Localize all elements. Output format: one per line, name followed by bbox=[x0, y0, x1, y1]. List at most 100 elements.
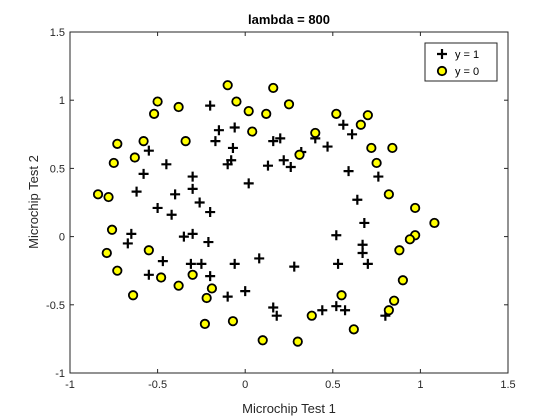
data-point-y0 bbox=[199, 318, 211, 329]
data-point-y1 bbox=[340, 305, 351, 316]
x-tick-label: 1.5 bbox=[500, 379, 515, 391]
data-point-y1 bbox=[357, 247, 368, 258]
data-point-y1 bbox=[333, 258, 344, 269]
data-point-y1 bbox=[166, 209, 177, 220]
data-point-y1 bbox=[362, 258, 373, 269]
data-point-y0 bbox=[112, 138, 123, 149]
data-point-y1 bbox=[226, 155, 237, 166]
data-point-y0 bbox=[187, 269, 198, 280]
data-point-y0 bbox=[201, 292, 212, 304]
y-tick-label: -0.5 bbox=[46, 300, 65, 312]
data-point-y0 bbox=[389, 295, 400, 306]
data-point-y1 bbox=[289, 261, 300, 272]
x-axis: -1 -0.5 0 0.5 1 1.5 bbox=[65, 32, 516, 391]
data-point-y1 bbox=[178, 231, 189, 242]
x-axis-label: Microchip Test 1 bbox=[242, 401, 336, 416]
data-point-y0 bbox=[261, 108, 272, 119]
data-point-y1 bbox=[187, 228, 198, 239]
data-point-y0 bbox=[306, 310, 317, 321]
data-point-y0 bbox=[173, 280, 184, 291]
data-point-y0 bbox=[404, 234, 415, 245]
y-tick-label: -1 bbox=[55, 368, 65, 380]
data-point-y1 bbox=[331, 230, 342, 241]
data-point-y1 bbox=[143, 269, 154, 280]
data-point-y0 bbox=[129, 152, 140, 163]
x-tick-label: 1 bbox=[417, 379, 423, 391]
data-point-y1 bbox=[359, 217, 370, 228]
data-point-y0 bbox=[268, 82, 279, 94]
data-point-y0 bbox=[152, 96, 163, 107]
data-point-y1 bbox=[373, 171, 384, 182]
data-point-y1 bbox=[210, 136, 221, 147]
x-tick-label: -1 bbox=[65, 379, 75, 391]
data-point-y1 bbox=[194, 197, 205, 208]
data-point-y0 bbox=[387, 142, 398, 154]
data-point-y0 bbox=[383, 305, 394, 316]
plot-area bbox=[69, 31, 509, 374]
data-point-y0 bbox=[92, 189, 104, 200]
data-point-y0 bbox=[348, 324, 359, 335]
data-point-y1 bbox=[131, 186, 142, 197]
data-point-y0 bbox=[148, 108, 160, 119]
data-point-y0 bbox=[429, 217, 440, 229]
legend-box bbox=[424, 42, 498, 82]
data-point-y1 bbox=[126, 228, 137, 239]
data-point-y0 bbox=[257, 335, 268, 346]
data-point-y1 bbox=[138, 168, 149, 179]
data-point-y1 bbox=[122, 238, 133, 249]
data-point-y0 bbox=[103, 191, 114, 203]
data-point-y1 bbox=[170, 189, 181, 200]
data-point-y0 bbox=[101, 247, 112, 259]
data-point-y0 bbox=[243, 106, 254, 117]
data-point-y1 bbox=[196, 258, 207, 269]
x-tick-label: 0.5 bbox=[325, 379, 340, 391]
data-point-y0 bbox=[362, 110, 373, 121]
chart-title: lambda = 800 bbox=[248, 12, 330, 27]
data-point-y0 bbox=[294, 149, 305, 160]
data-point-y0 bbox=[112, 265, 123, 276]
data-point-y0 bbox=[156, 272, 167, 283]
data-point-y0 bbox=[283, 99, 295, 110]
data-point-y1 bbox=[322, 141, 333, 152]
data-point-y0 bbox=[331, 108, 342, 119]
data-point-y1 bbox=[268, 302, 279, 313]
data-point-y1 bbox=[268, 136, 279, 147]
data-point-y1 bbox=[213, 125, 224, 136]
data-point-y1 bbox=[262, 160, 273, 171]
legend-plus-mark bbox=[437, 49, 447, 59]
x-tick-label: 0 bbox=[242, 379, 248, 391]
data-point-y1 bbox=[205, 207, 216, 218]
data-point-y1 bbox=[275, 133, 286, 144]
data-point-y0 bbox=[336, 290, 347, 301]
data-point-y0 bbox=[173, 101, 184, 113]
data-point-y1 bbox=[240, 286, 251, 297]
data-point-y0 bbox=[106, 224, 118, 235]
data-point-y1 bbox=[331, 301, 342, 312]
legend-label-y1: y = 1 bbox=[455, 49, 479, 61]
data-point-y1 bbox=[254, 253, 265, 264]
y-axis-label: Microchip Test 2 bbox=[26, 155, 41, 249]
data-point-y0 bbox=[383, 189, 394, 200]
data-point-y1 bbox=[161, 159, 172, 170]
y-axis: -1 -0.5 0 0.5 1 1.5 bbox=[46, 27, 508, 380]
legend-marker-circle bbox=[436, 65, 448, 77]
y-tick-label: 1 bbox=[59, 95, 65, 107]
data-point-y1 bbox=[187, 171, 198, 182]
data-point-y1 bbox=[229, 122, 240, 133]
data-point-y1 bbox=[203, 237, 214, 248]
data-point-y0 bbox=[410, 202, 421, 214]
data-point-y1 bbox=[157, 256, 168, 267]
legend-marker-plus bbox=[437, 49, 447, 59]
data-point-y1 bbox=[343, 166, 354, 177]
x-tick-label: -0.5 bbox=[148, 379, 167, 391]
data-point-y0 bbox=[371, 157, 382, 169]
data-point-y0 bbox=[222, 80, 233, 91]
data-point-y0 bbox=[180, 136, 191, 147]
data-point-y1 bbox=[143, 145, 154, 156]
data-point-y1 bbox=[222, 291, 233, 302]
data-point-y1 bbox=[278, 155, 289, 166]
data-point-y0 bbox=[108, 157, 119, 169]
data-point-y0 bbox=[355, 119, 366, 130]
data-point-y0 bbox=[366, 142, 377, 154]
